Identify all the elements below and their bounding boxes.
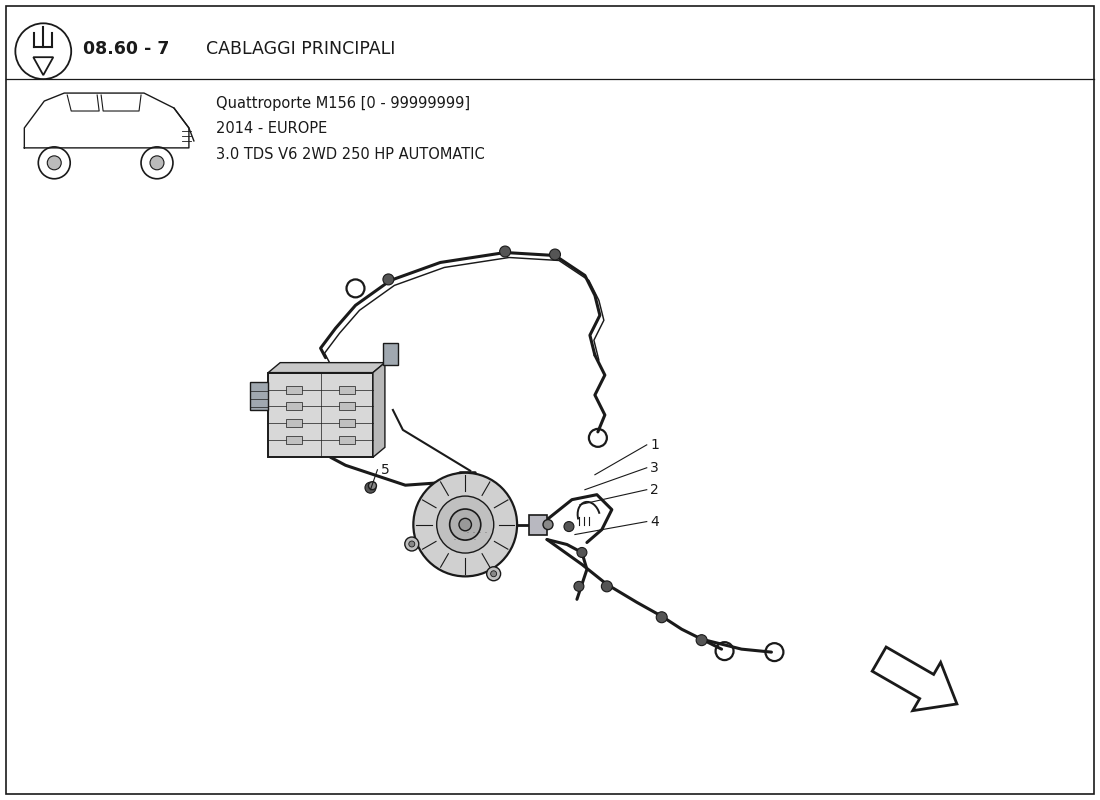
- Circle shape: [543, 519, 553, 530]
- Circle shape: [365, 482, 376, 493]
- Text: 3.0 TDS V6 2WD 250 HP AUTOMATIC: 3.0 TDS V6 2WD 250 HP AUTOMATIC: [216, 147, 485, 162]
- Text: · · · · · ·: · · · · · ·: [454, 537, 476, 542]
- Text: 4: 4: [650, 514, 659, 529]
- FancyBboxPatch shape: [339, 436, 354, 444]
- FancyBboxPatch shape: [286, 386, 302, 394]
- Circle shape: [409, 541, 415, 547]
- Circle shape: [696, 634, 707, 646]
- FancyBboxPatch shape: [383, 342, 398, 365]
- FancyBboxPatch shape: [339, 402, 354, 410]
- Circle shape: [550, 249, 561, 260]
- Text: CABLAGGI PRINCIPALI: CABLAGGI PRINCIPALI: [206, 40, 395, 58]
- Polygon shape: [373, 362, 385, 458]
- Text: 1: 1: [650, 438, 659, 452]
- Text: Quattroporte M156 [0 - 99999999]: Quattroporte M156 [0 - 99999999]: [216, 95, 470, 110]
- Text: 3: 3: [650, 461, 659, 474]
- FancyBboxPatch shape: [286, 419, 302, 427]
- Text: ·  ·  ·  ·: · · · ·: [468, 530, 487, 535]
- Circle shape: [414, 473, 517, 576]
- Text: 2014 - EUROPE: 2014 - EUROPE: [216, 122, 327, 137]
- Circle shape: [564, 522, 574, 531]
- FancyBboxPatch shape: [529, 514, 547, 534]
- FancyBboxPatch shape: [251, 382, 268, 410]
- Circle shape: [576, 547, 587, 558]
- FancyBboxPatch shape: [339, 386, 354, 394]
- FancyBboxPatch shape: [268, 373, 373, 458]
- FancyBboxPatch shape: [286, 402, 302, 410]
- Circle shape: [602, 581, 613, 592]
- Circle shape: [368, 482, 376, 490]
- Circle shape: [150, 156, 164, 170]
- Circle shape: [499, 246, 510, 257]
- Polygon shape: [268, 362, 385, 373]
- Circle shape: [657, 612, 668, 622]
- Circle shape: [383, 274, 394, 285]
- Circle shape: [405, 537, 419, 551]
- Circle shape: [450, 509, 481, 540]
- Polygon shape: [872, 647, 957, 710]
- Circle shape: [437, 496, 494, 553]
- Circle shape: [459, 518, 472, 530]
- Circle shape: [491, 570, 496, 577]
- Circle shape: [574, 582, 584, 591]
- Text: 2: 2: [650, 482, 659, 497]
- Circle shape: [486, 566, 500, 581]
- FancyBboxPatch shape: [286, 436, 302, 444]
- Text: 5: 5: [381, 462, 389, 477]
- Circle shape: [47, 156, 62, 170]
- FancyBboxPatch shape: [339, 419, 354, 427]
- Text: 08.60 - 7: 08.60 - 7: [84, 40, 169, 58]
